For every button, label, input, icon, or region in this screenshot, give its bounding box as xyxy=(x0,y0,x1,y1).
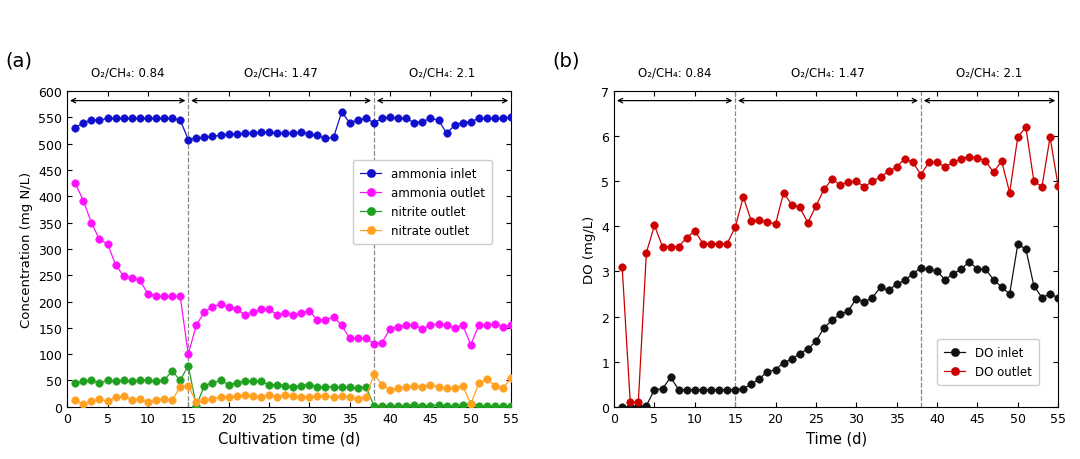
DO outlet xyxy=(672,244,685,250)
nitrate outlet xyxy=(69,398,82,403)
DO inlet xyxy=(1043,291,1056,297)
Line: ammonia inlet: ammonia inlet xyxy=(71,109,515,144)
Line: DO outlet: DO outlet xyxy=(619,124,1062,406)
ammonia outlet xyxy=(239,312,252,318)
Line: DO inlet: DO inlet xyxy=(619,241,1062,411)
Y-axis label: Concentration (mg N/L): Concentration (mg N/L) xyxy=(19,172,32,327)
nitrate outlet xyxy=(239,392,252,398)
nitrite outlet xyxy=(190,403,203,409)
ammonia outlet xyxy=(497,325,510,330)
ammonia outlet xyxy=(504,323,517,328)
nitrite outlet xyxy=(504,403,517,409)
ammonia inlet xyxy=(149,117,162,122)
DO inlet xyxy=(1011,242,1024,247)
nitrate outlet xyxy=(158,396,171,402)
ammonia outlet xyxy=(174,294,187,299)
Text: O₂/CH₄: 0.84: O₂/CH₄: 0.84 xyxy=(91,67,164,79)
DO outlet xyxy=(1052,184,1065,189)
Text: (b): (b) xyxy=(552,51,580,70)
Line: ammonia outlet: ammonia outlet xyxy=(71,180,515,358)
DO inlet xyxy=(697,387,710,392)
Legend: DO inlet, DO outlet: DO inlet, DO outlet xyxy=(937,339,1039,385)
nitrite outlet xyxy=(149,379,162,384)
nitrite outlet xyxy=(472,403,485,409)
nitrite outlet xyxy=(174,378,187,383)
DO inlet xyxy=(778,360,791,365)
DO outlet xyxy=(1020,125,1032,131)
Y-axis label: DO (mg/L): DO (mg/L) xyxy=(583,215,596,283)
DO outlet xyxy=(624,399,637,405)
nitrite outlet xyxy=(118,378,131,383)
DO inlet xyxy=(616,404,629,409)
DO outlet xyxy=(729,225,742,230)
Legend: ammonia inlet, ammonia outlet, nitrite outlet, nitrate outlet: ammonia inlet, ammonia outlet, nitrite o… xyxy=(353,161,492,245)
nitrate outlet xyxy=(497,386,510,391)
DO inlet xyxy=(1052,295,1065,301)
Text: O₂/CH₄: 0.84: O₂/CH₄: 0.84 xyxy=(638,67,712,79)
DO outlet xyxy=(704,241,717,247)
Text: (a): (a) xyxy=(5,51,32,70)
Line: nitrate outlet: nitrate outlet xyxy=(71,370,515,408)
DO inlet xyxy=(720,387,733,392)
nitrate outlet xyxy=(125,398,138,403)
DO outlet xyxy=(1011,135,1024,140)
ammonia outlet xyxy=(181,352,194,357)
Line: nitrite outlet: nitrite outlet xyxy=(71,362,515,409)
X-axis label: Time (d): Time (d) xyxy=(806,430,866,445)
nitrate outlet xyxy=(77,402,90,407)
ammonia inlet xyxy=(69,126,82,131)
nitrite outlet xyxy=(69,381,82,386)
nitrite outlet xyxy=(181,363,194,369)
ammonia inlet xyxy=(174,118,187,123)
ammonia inlet xyxy=(181,137,194,143)
X-axis label: Cultivation time (d): Cultivation time (d) xyxy=(218,430,361,445)
ammonia inlet xyxy=(504,115,517,121)
nitrate outlet xyxy=(472,381,485,386)
ammonia outlet xyxy=(464,342,477,347)
DO outlet xyxy=(1043,135,1056,140)
DO inlet xyxy=(1003,291,1016,297)
ammonia outlet xyxy=(149,294,162,299)
ammonia inlet xyxy=(497,117,510,122)
ammonia inlet xyxy=(472,117,485,122)
ammonia outlet xyxy=(118,274,131,280)
nitrite outlet xyxy=(497,403,510,409)
ammonia inlet xyxy=(118,117,131,122)
ammonia outlet xyxy=(69,181,82,186)
nitrate outlet xyxy=(504,375,517,381)
DO inlet xyxy=(664,375,677,381)
DO outlet xyxy=(785,202,798,208)
ammonia inlet xyxy=(335,110,348,116)
nitrite outlet xyxy=(246,379,259,384)
ammonia inlet xyxy=(239,131,252,137)
Text: O₂/CH₄: 1.47: O₂/CH₄: 1.47 xyxy=(244,67,318,79)
Text: O₂/CH₄: 2.1: O₂/CH₄: 2.1 xyxy=(409,67,475,79)
nitrate outlet xyxy=(181,383,194,389)
nitrate outlet xyxy=(367,371,380,377)
Text: O₂/CH₄: 2.1: O₂/CH₄: 2.1 xyxy=(957,67,1023,79)
DO outlet xyxy=(616,264,629,270)
Text: O₂/CH₄: 1.47: O₂/CH₄: 1.47 xyxy=(792,67,865,79)
